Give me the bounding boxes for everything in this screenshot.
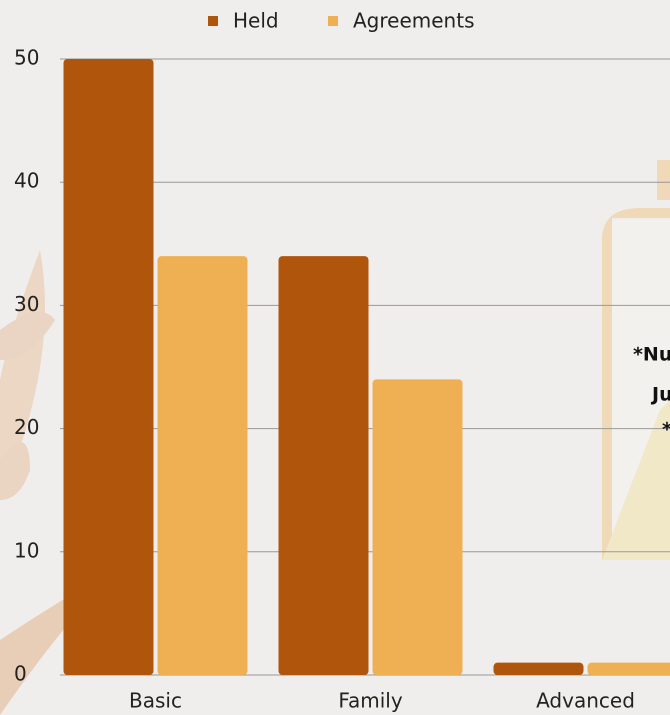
annotation: *Nu <box>633 344 670 366</box>
annotation: Ju <box>650 384 670 406</box>
y-tick-label: 10 <box>14 538 39 562</box>
background-decoration <box>0 160 670 715</box>
bar <box>278 256 369 675</box>
y-tick-label: 50 <box>14 46 39 70</box>
bar <box>587 662 670 675</box>
y-tick-label: 40 <box>14 169 39 193</box>
bar <box>493 662 584 675</box>
x-tick-label: Family <box>338 689 403 713</box>
y-tick-label: 30 <box>14 292 39 316</box>
legend-label: Held <box>233 9 279 33</box>
y-tick-label: 20 <box>14 415 39 439</box>
bar <box>372 379 463 675</box>
x-tick-label: Advanced <box>536 689 635 713</box>
legend-swatch <box>208 16 218 26</box>
bar <box>63 59 154 675</box>
legend-label: Agreements <box>353 9 475 33</box>
y-tick-label: 0 <box>14 662 27 686</box>
legend-swatch <box>328 16 338 26</box>
x-tick-label: Basic <box>129 689 182 713</box>
bar <box>157 256 248 675</box>
annotation: * <box>662 419 670 441</box>
